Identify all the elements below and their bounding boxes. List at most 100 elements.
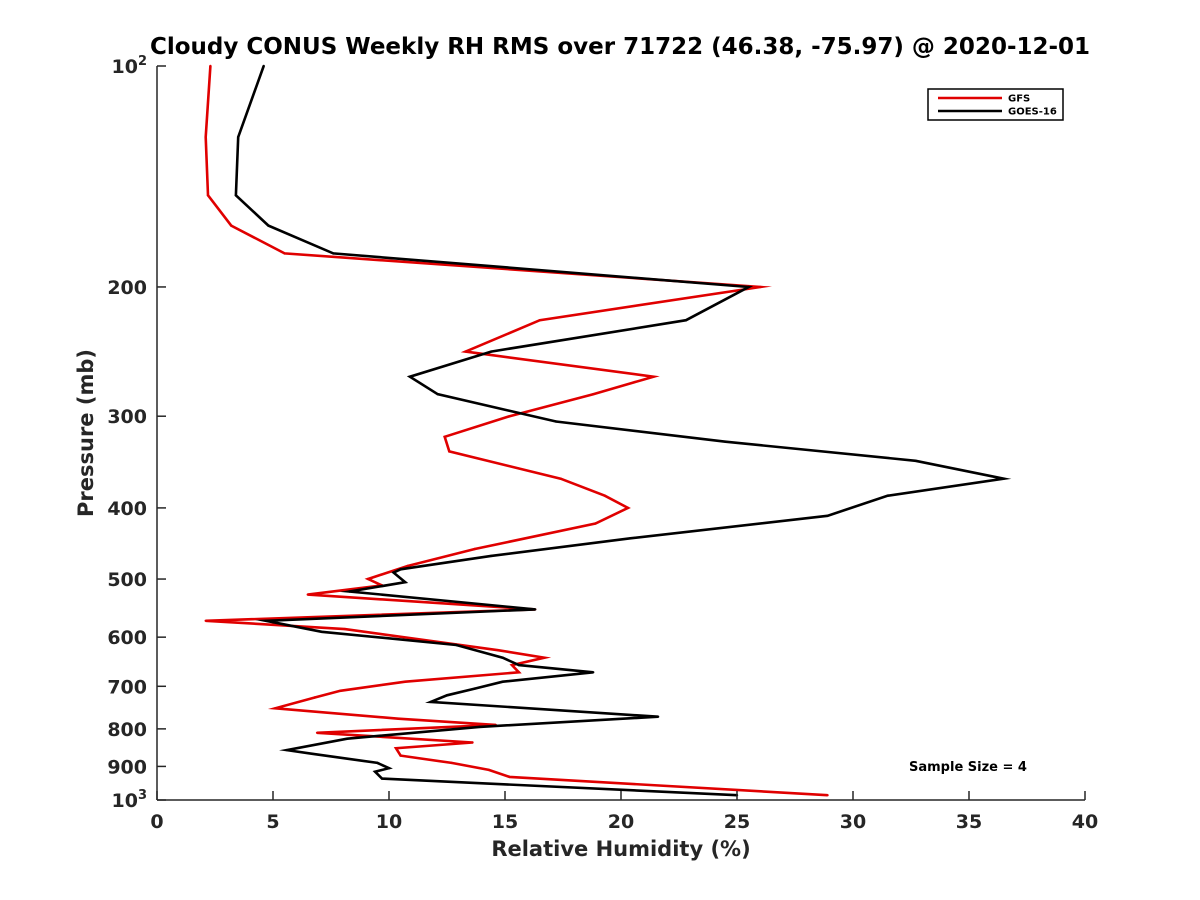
- x-tick-label: 0: [150, 811, 163, 833]
- data-point-gfs: [204, 135, 207, 139]
- legend: GFS GOES-16: [927, 88, 1064, 121]
- data-point-gfs: [487, 768, 490, 772]
- data-point-gfs: [339, 689, 342, 692]
- series-layer: [204, 64, 1012, 797]
- data-point-goes16: [404, 581, 407, 584]
- data-point-goes16: [392, 571, 395, 574]
- y-tick-label: 500: [107, 569, 147, 591]
- data-point-goes16: [501, 680, 504, 683]
- data-point-gfs: [538, 319, 541, 322]
- data-point-goes16: [1002, 477, 1005, 480]
- y-tick-label: 200: [107, 277, 147, 299]
- data-point-gfs: [510, 663, 514, 667]
- data-point-gfs: [759, 285, 762, 289]
- data-point-goes16: [629, 537, 632, 540]
- data-point-goes16: [380, 777, 384, 780]
- y-tick-label: 400: [107, 498, 147, 520]
- x-tick-label: 15: [492, 811, 518, 833]
- data-point-goes16: [264, 619, 268, 622]
- data-point-goes16: [387, 767, 391, 770]
- x-tick-label: 20: [608, 811, 634, 833]
- data-point-goes16: [455, 643, 458, 647]
- data-point-goes16: [348, 590, 351, 593]
- data-point-gfs: [343, 627, 347, 631]
- y-tick-label: 103: [112, 788, 148, 812]
- y-tick-label: 300: [107, 406, 147, 428]
- data-point-goes16: [436, 393, 439, 396]
- data-point-goes16: [592, 671, 595, 674]
- data-point-goes16: [376, 761, 379, 765]
- data-point-goes16: [489, 350, 493, 353]
- data-point-gfs: [306, 593, 309, 596]
- data-point-gfs: [315, 731, 319, 734]
- data-point-goes16: [237, 135, 240, 139]
- ticks-layer: 0 5 10 15 20 25 30 35 40 102 200 300 400 500 600 700 800…: [107, 54, 1098, 833]
- data-point-goes16: [724, 440, 727, 443]
- data-point-goes16: [478, 725, 481, 729]
- data-point-goes16: [501, 656, 504, 659]
- data-point-goes16: [747, 285, 750, 289]
- data-point-goes16: [656, 715, 660, 718]
- data-point-goes16: [473, 687, 476, 690]
- data-point-gfs: [204, 619, 207, 622]
- y-tick-label: 900: [107, 756, 147, 778]
- data-point-goes16: [311, 752, 314, 755]
- data-point-goes16: [332, 252, 335, 255]
- data-point-goes16: [399, 568, 402, 571]
- x-tick-label: 25: [724, 811, 750, 833]
- data-point-gfs: [399, 754, 402, 757]
- data-point-goes16: [267, 224, 270, 227]
- data-point-goes16: [886, 494, 889, 497]
- x-tick-label: 5: [266, 811, 279, 833]
- data-point-gfs: [471, 741, 474, 744]
- y-axis-label: Pressure (mb): [74, 349, 98, 517]
- data-point-goes16: [234, 194, 238, 197]
- data-point-gfs: [283, 252, 286, 255]
- data-point-gfs: [594, 522, 597, 525]
- data-point-goes16: [285, 748, 289, 752]
- data-point-gfs: [508, 775, 511, 779]
- data-point-gfs: [313, 696, 316, 699]
- data-point-gfs: [543, 656, 546, 659]
- data-point-gfs: [443, 435, 446, 438]
- data-point-goes16: [684, 319, 688, 322]
- data-point-gfs: [473, 547, 476, 551]
- x-tick-label: 40: [1072, 811, 1098, 833]
- data-point-goes16: [373, 770, 377, 773]
- data-point-goes16: [445, 694, 449, 697]
- sample-size-annotation: Sample Size = 4: [909, 760, 1027, 775]
- data-point-gfs: [517, 671, 521, 674]
- data-point-goes16: [408, 375, 412, 378]
- data-point-gfs: [652, 375, 655, 378]
- data-point-gfs: [397, 717, 400, 720]
- data-point-gfs: [626, 506, 630, 510]
- y-tick-label: 800: [107, 719, 147, 741]
- data-point-goes16: [262, 64, 265, 68]
- y-tick-label: 600: [107, 627, 147, 649]
- data-point-goes16: [489, 554, 493, 558]
- data-point-goes16: [914, 459, 917, 462]
- data-point-gfs: [508, 415, 511, 418]
- y-tick-label: 102: [112, 54, 148, 78]
- y-tick-label: 700: [107, 676, 147, 698]
- legend-box: [927, 88, 1064, 121]
- data-point-goes16: [534, 608, 537, 611]
- data-point-gfs: [464, 350, 467, 353]
- data-point-gfs: [274, 707, 277, 710]
- data-point-gfs: [404, 680, 407, 683]
- x-tick-label: 30: [840, 811, 866, 833]
- data-point-gfs: [230, 224, 233, 227]
- legend-label-gfs: GFS: [1008, 94, 1030, 105]
- data-point-gfs: [559, 477, 562, 480]
- data-point-gfs: [450, 761, 453, 765]
- data-point-gfs: [366, 577, 370, 581]
- data-point-gfs: [394, 747, 398, 750]
- data-point-goes16: [429, 700, 432, 704]
- data-point-gfs: [603, 494, 606, 497]
- data-point-goes16: [554, 420, 558, 423]
- chart-title: Cloudy CONUS Weekly RH RMS over 71722 (4…: [150, 34, 1090, 60]
- data-point-gfs: [206, 194, 210, 197]
- data-point-gfs: [592, 393, 595, 396]
- data-point-goes16: [346, 737, 349, 740]
